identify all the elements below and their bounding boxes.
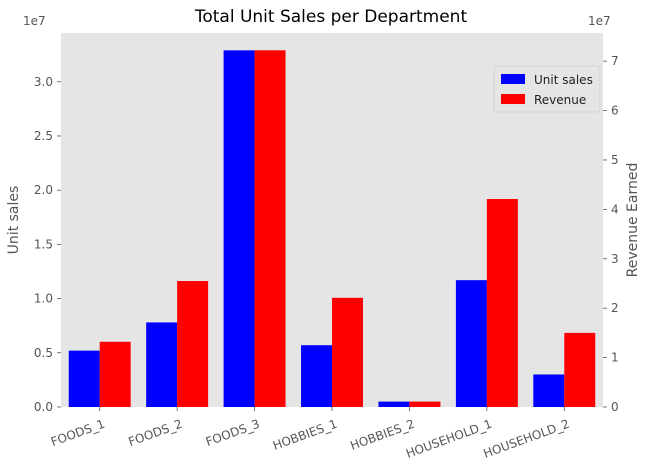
bar-unit-sales-hobbies-1	[301, 345, 332, 407]
bar-revenue-hobbies-1	[332, 297, 363, 407]
y-exponent-right: 1e7	[588, 14, 611, 28]
legend-label-unit-sales: Unit sales	[534, 73, 593, 87]
y-tick-label-left: 2.0	[34, 183, 53, 197]
y-axis-label-right: Revenue Earned	[625, 163, 641, 278]
y-tick-label-right: 2	[611, 301, 619, 315]
bar-unit-sales-household-2	[533, 374, 565, 407]
y-tick-label-right: 5	[611, 153, 619, 167]
bar-unit-sales-foods-2	[146, 322, 178, 407]
bars-layer	[68, 50, 596, 408]
y-tick-label-right: 3	[611, 252, 619, 266]
bar-unit-sales-household-1	[455, 280, 487, 407]
bar-revenue-hobbies-2	[409, 401, 441, 407]
y-tick-label-left: 1.0	[34, 292, 53, 306]
x-tick-label: HOUSEHOLD_2	[481, 417, 571, 461]
x-tick-label: FOODS_2	[126, 417, 184, 449]
bar-revenue-household-2	[564, 332, 596, 407]
x-tick-label: FOODS_3	[204, 417, 262, 449]
bar-revenue-foods-1	[99, 341, 131, 407]
x-tick-label: HOBBIES_1	[271, 417, 339, 453]
bar-unit-sales-hobbies-2	[378, 401, 410, 407]
bar-unit-sales-foods-1	[68, 350, 100, 407]
x-tick-label: HOUSEHOLD_1	[404, 417, 494, 461]
y-tick-label-right: 0	[611, 400, 619, 414]
right-axis: 0 1 2 3 4 5 6 7	[603, 54, 619, 414]
y-tick-label-right: 7	[611, 54, 619, 68]
y-tick-label-left: 0.5	[34, 346, 53, 360]
legend: Unit sales Revenue	[493, 65, 601, 113]
y-axis-label-left: Unit sales	[6, 186, 22, 255]
y-tick-label-right: 6	[611, 104, 619, 118]
y-tick-label-left: 3.0	[34, 75, 53, 89]
chart-title: Total Unit Sales per Department	[194, 7, 468, 27]
y-exponent-left: 1e7	[23, 14, 46, 28]
left-axis: 0.0 0.5 1.0 1.5 2.0 2.5 3.0	[34, 75, 61, 414]
y-tick-label-right: 1	[611, 351, 619, 365]
legend-label-revenue: Revenue	[534, 93, 586, 107]
legend-swatch-revenue	[501, 94, 525, 104]
y-tick-label-left: 1.5	[34, 237, 53, 251]
x-tick-label: FOODS_1	[49, 417, 107, 449]
legend-swatch-unit-sales	[501, 74, 525, 84]
x-axis: FOODS_1 FOODS_2 FOODS_3 HOBBIES_1 HOBBIES_2H…	[49, 407, 571, 461]
bar-revenue-household-1	[486, 199, 518, 407]
bar-revenue-foods-2	[177, 281, 209, 407]
y-tick-label-right: 4	[611, 202, 619, 216]
bar-revenue-foods-3	[254, 50, 286, 407]
y-tick-label-left: 2.5	[34, 129, 53, 143]
y-tick-label-left: 0.0	[34, 400, 53, 414]
bar-unit-sales-foods-3	[223, 50, 255, 408]
